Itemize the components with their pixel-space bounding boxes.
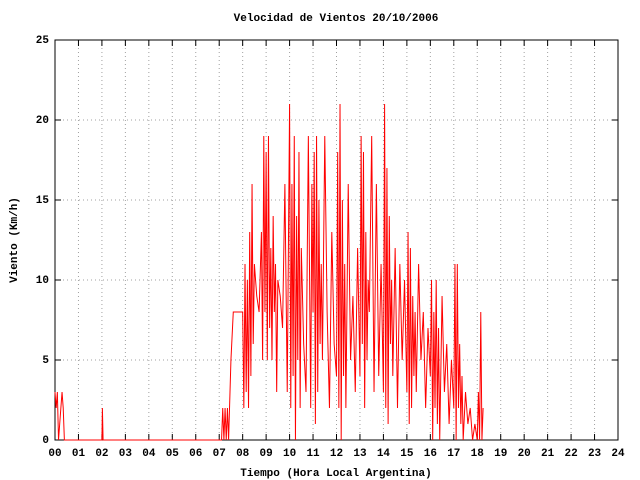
y-axis-label: Viento (Km/h) — [9, 197, 21, 283]
data-line — [54, 103, 484, 441]
x-tick-label: 24 — [611, 448, 625, 460]
x-tick-label: 21 — [541, 448, 555, 460]
x-tick-label: 01 — [72, 448, 86, 460]
x-tick-label: 10 — [283, 448, 296, 460]
x-tick-label: 11 — [306, 448, 320, 460]
x-tick-label: 20 — [518, 448, 531, 460]
x-tick-label: 22 — [564, 448, 577, 460]
x-tick-label: 13 — [353, 448, 367, 460]
x-tick-label: 23 — [588, 448, 602, 460]
x-tick-label: 05 — [166, 448, 180, 460]
y-tick-label: 20 — [36, 115, 49, 127]
x-tick-label: 03 — [119, 448, 133, 460]
y-tick-label: 25 — [36, 35, 50, 47]
y-tick-label: 10 — [36, 275, 49, 287]
x-tick-label: 19 — [494, 448, 507, 460]
x-tick-label: 04 — [142, 448, 156, 460]
plot-frame — [54, 39, 619, 441]
x-tick-label: 06 — [189, 448, 202, 460]
x-tick-label: 02 — [95, 448, 108, 460]
y-tick-label: 15 — [36, 195, 50, 207]
x-tick-label: 09 — [260, 448, 273, 460]
y-tick-label: 5 — [42, 355, 49, 367]
chart-title: Velocidad de Vientos 20/10/2006 — [234, 13, 439, 25]
x-tick-label: 18 — [471, 448, 485, 460]
x-tick-label: 12 — [330, 448, 343, 460]
x-tick-label: 15 — [400, 448, 414, 460]
x-tick-label: 07 — [213, 448, 226, 460]
x-axis-label: Tiempo (Hora Local Argentina) — [240, 468, 431, 480]
x-tick-label: 16 — [424, 448, 437, 460]
x-tick-label: 00 — [48, 448, 61, 460]
x-tick-label: 08 — [236, 448, 250, 460]
x-tick-label: 14 — [377, 448, 391, 460]
y-tick-label: 0 — [42, 435, 49, 447]
x-tick-label: 17 — [447, 448, 460, 460]
